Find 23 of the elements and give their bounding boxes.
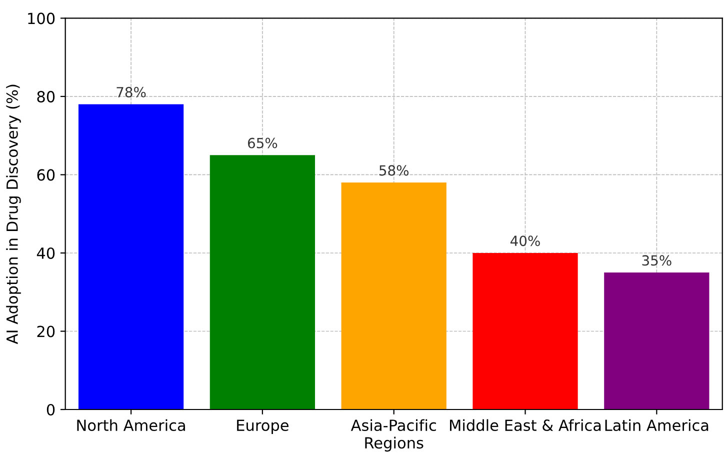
y-tick-label: 100 [28, 12, 55, 24]
bar [472, 252, 578, 410]
y-tick-label: 0 [46, 404, 55, 416]
bar [78, 104, 184, 410]
data-label: 78% [116, 86, 146, 98]
bar [341, 182, 446, 410]
data-label: 65% [248, 138, 278, 148]
data-label: 58% [379, 165, 409, 176]
y-tick-label: 40 [36, 247, 55, 259]
y-tick-label: 20 [37, 326, 55, 338]
y-tick-label: 80 [37, 90, 55, 102]
y-tick-label: 60 [37, 169, 55, 181]
x-tick-label: Middle East & Africa [450, 419, 601, 432]
x-tick-label: Europe [237, 420, 288, 434]
x-tick-label: North America [77, 419, 185, 432]
data-label: 35% [642, 255, 672, 266]
x-axis-title: Regions [365, 436, 424, 452]
bar [210, 155, 316, 410]
data-label: 40% [510, 236, 540, 246]
y-axis-title: AI Adoption in Drug Discovery (%) [6, 84, 21, 344]
x-tick-label: Latin America [605, 419, 708, 432]
bar [604, 272, 710, 410]
x-tick-label: Asia-Pacific [350, 419, 436, 432]
